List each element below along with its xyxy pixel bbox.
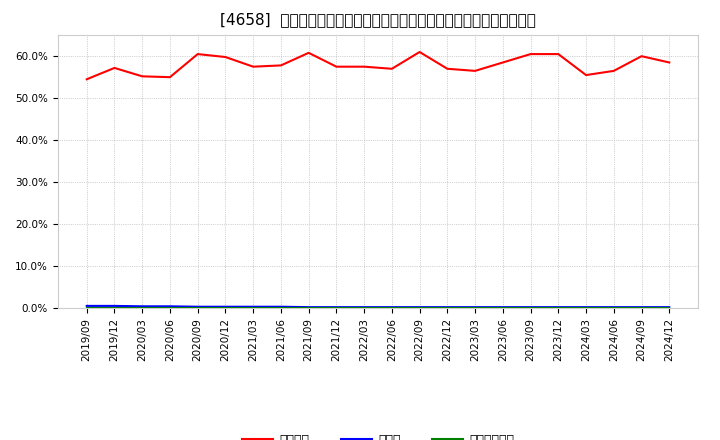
のれん — [138, 304, 147, 309]
繰延税金資産 — [554, 305, 562, 311]
のれん — [637, 304, 646, 310]
のれん — [471, 304, 480, 310]
繰延税金資産 — [276, 305, 285, 311]
自己資本 — [360, 64, 369, 70]
のれん — [415, 304, 424, 310]
自己資本 — [166, 74, 174, 80]
繰延税金資産 — [471, 305, 480, 311]
自己資本 — [471, 68, 480, 73]
のれん — [221, 304, 230, 309]
のれん — [360, 304, 369, 310]
のれん — [609, 304, 618, 310]
のれん — [526, 304, 535, 310]
自己資本 — [637, 54, 646, 59]
繰延税金資産 — [166, 305, 174, 311]
のれん — [387, 304, 396, 310]
繰延税金資産 — [415, 305, 424, 311]
のれん — [194, 304, 202, 309]
自己資本 — [221, 55, 230, 60]
のれん — [443, 304, 451, 310]
自己資本 — [665, 60, 674, 65]
自己資本 — [498, 60, 507, 65]
繰延税金資産 — [138, 305, 147, 311]
繰延税金資産 — [637, 305, 646, 311]
自己資本 — [110, 65, 119, 70]
のれん — [305, 304, 313, 310]
のれん — [498, 304, 507, 310]
のれん — [665, 304, 674, 310]
自己資本 — [249, 64, 258, 70]
Line: のれん: のれん — [86, 306, 670, 307]
繰延税金資産 — [110, 305, 119, 311]
のれん — [276, 304, 285, 309]
Title: [4658]  自己資本、のれん、繰延税金資産の総資産に対する比率の推移: [4658] 自己資本、のれん、繰延税金資産の総資産に対する比率の推移 — [220, 12, 536, 27]
自己資本 — [194, 51, 202, 57]
自己資本 — [609, 68, 618, 73]
自己資本 — [387, 66, 396, 71]
繰延税金資産 — [194, 305, 202, 311]
のれん — [249, 304, 258, 309]
繰延税金資産 — [305, 305, 313, 311]
自己資本 — [332, 64, 341, 70]
繰延税金資産 — [249, 305, 258, 311]
Legend: 自己資本, のれん, 繰延税金資産: 自己資本, のれん, 繰延税金資産 — [237, 429, 519, 440]
自己資本 — [305, 50, 313, 55]
自己資本 — [138, 73, 147, 79]
のれん — [110, 303, 119, 308]
自己資本 — [582, 73, 590, 78]
繰延税金資産 — [498, 305, 507, 311]
自己資本 — [554, 51, 562, 57]
のれん — [332, 304, 341, 310]
Line: 自己資本: 自己資本 — [86, 52, 670, 79]
繰延税金資産 — [221, 305, 230, 311]
自己資本 — [82, 77, 91, 82]
繰延税金資産 — [665, 305, 674, 311]
自己資本 — [415, 49, 424, 55]
自己資本 — [443, 66, 451, 71]
のれん — [554, 304, 562, 310]
のれん — [82, 303, 91, 308]
繰延税金資産 — [526, 305, 535, 311]
自己資本 — [526, 51, 535, 57]
繰延税金資産 — [332, 305, 341, 311]
自己資本 — [276, 63, 285, 68]
繰延税金資産 — [609, 305, 618, 311]
繰延税金資産 — [387, 305, 396, 311]
繰延税金資産 — [82, 305, 91, 311]
繰延税金資産 — [443, 305, 451, 311]
のれん — [166, 304, 174, 309]
のれん — [582, 304, 590, 310]
繰延税金資産 — [582, 305, 590, 311]
繰延税金資産 — [360, 305, 369, 311]
